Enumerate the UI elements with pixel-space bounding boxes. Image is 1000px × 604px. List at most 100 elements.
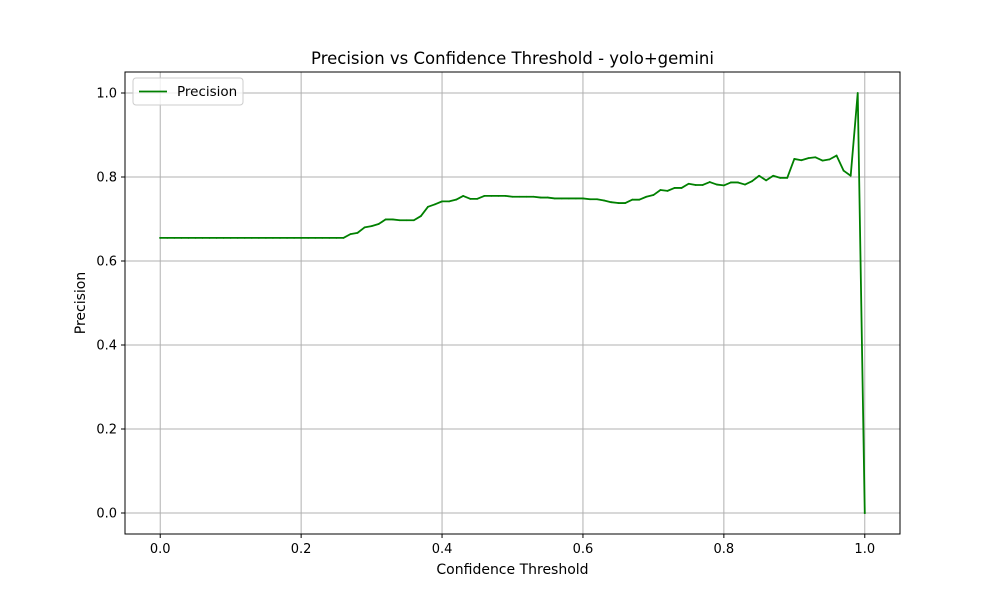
- data-point: [772, 174, 775, 177]
- data-point: [476, 197, 479, 200]
- data-point: [159, 237, 162, 239]
- data-point: [405, 219, 408, 222]
- data-point: [842, 169, 845, 172]
- data-point: [272, 237, 274, 239]
- series-points: [159, 92, 866, 514]
- data-point: [208, 237, 211, 239]
- data-point: [518, 195, 521, 198]
- data-point: [786, 176, 789, 179]
- data-point: [856, 92, 859, 94]
- data-point: [539, 196, 542, 199]
- data-point: [166, 237, 169, 239]
- y-tick-label: 0.2: [96, 423, 117, 438]
- x-axis-label: Confidence Threshold: [436, 562, 588, 578]
- data-point: [293, 237, 295, 239]
- data-point: [490, 195, 493, 197]
- data-point: [701, 184, 704, 186]
- plot-area-frame: [124, 71, 901, 535]
- data-point: [180, 237, 183, 239]
- y-axis-label: Precision: [73, 272, 89, 334]
- data-point: [441, 200, 443, 203]
- data-point: [314, 237, 317, 239]
- data-point: [391, 218, 394, 221]
- data-point: [307, 237, 310, 239]
- data-point: [863, 512, 866, 514]
- data-point: [300, 237, 303, 239]
- x-tick-label: 1.0: [854, 542, 875, 557]
- data-point: [222, 237, 225, 239]
- data-point: [610, 201, 613, 204]
- data-point: [243, 237, 246, 239]
- data-point: [631, 198, 634, 201]
- data-point: [398, 219, 401, 222]
- data-point: [370, 225, 373, 228]
- data-point: [286, 237, 288, 239]
- data-point: [356, 231, 359, 234]
- data-point: [363, 226, 366, 229]
- data-point: [694, 184, 697, 186]
- data-point: [575, 197, 577, 200]
- legend-label: Precision: [177, 84, 237, 100]
- data-point: [427, 205, 429, 208]
- data-point: [532, 195, 535, 198]
- x-tick-label: 0.0: [150, 542, 171, 557]
- data-point: [560, 197, 563, 200]
- data-point: [469, 197, 472, 200]
- data-point: [659, 189, 662, 191]
- data-point: [194, 237, 197, 239]
- data-point: [751, 180, 753, 183]
- data-point: [342, 237, 345, 239]
- data-point: [849, 174, 852, 177]
- data-point: [497, 195, 500, 197]
- y-tick-label: 1.0: [96, 87, 117, 102]
- data-point: [236, 237, 239, 239]
- data-point: [638, 198, 641, 201]
- data-point: [546, 196, 549, 199]
- data-point: [553, 197, 556, 200]
- x-tick-label: 0.2: [291, 542, 312, 557]
- x-tick-label: 0.4: [432, 542, 453, 557]
- data-point: [828, 158, 831, 161]
- data-point: [201, 237, 204, 239]
- data-point: [589, 198, 591, 201]
- data-point: [412, 219, 415, 222]
- data-point: [455, 198, 458, 201]
- data-point: [250, 237, 253, 239]
- data-point: [715, 183, 718, 186]
- data-point: [215, 237, 218, 239]
- data-point: [680, 187, 683, 189]
- data-point: [483, 195, 486, 197]
- data-point: [335, 237, 338, 239]
- data-point: [730, 181, 732, 184]
- data-point: [765, 179, 768, 182]
- data-point: [722, 184, 725, 187]
- data-point: [603, 199, 605, 202]
- data-point: [744, 183, 746, 186]
- data-point: [652, 194, 655, 196]
- data-point: [173, 237, 176, 239]
- data-point: [624, 202, 627, 204]
- data-point: [737, 181, 739, 184]
- data-point: [349, 233, 352, 236]
- data-point: [596, 198, 598, 201]
- data-point: [525, 195, 528, 198]
- legend-box: [132, 77, 244, 106]
- data-point: [462, 195, 465, 197]
- data-point: [448, 200, 450, 203]
- data-point: [617, 202, 620, 204]
- data-point: [666, 189, 669, 192]
- data-point: [645, 195, 648, 198]
- data-point: [420, 215, 422, 217]
- data-point: [265, 237, 267, 239]
- data-point: [582, 197, 584, 200]
- data-point: [257, 237, 260, 239]
- data-point: [377, 223, 380, 225]
- data-point: [321, 237, 324, 239]
- data-point: [793, 158, 796, 160]
- y-tick-label: 0.8: [96, 171, 117, 186]
- data-point: [511, 195, 514, 198]
- data-point: [504, 195, 507, 197]
- y-tick-label: 0.4: [96, 339, 117, 354]
